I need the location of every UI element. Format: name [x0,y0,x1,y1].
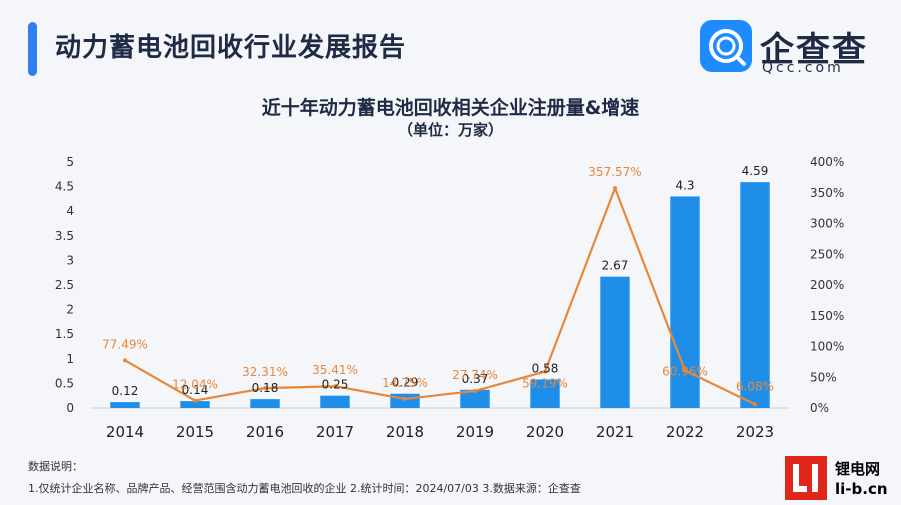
growth-rate-label: 77.49% [102,337,148,351]
watermark-logo-icon [785,456,827,500]
growth-rate-label: 27.74% [452,368,498,382]
growth-rate-label: 12.04% [172,378,218,392]
bar-2019 [460,389,490,408]
qcc-logo-icon [700,20,752,72]
title-accent-bar [28,22,37,76]
growth-rate-label: 60.96% [662,365,708,379]
growth-point-2016 [263,386,267,391]
y-right-tick-label: 150% [810,309,844,323]
x-tick-label: 2016 [246,423,284,441]
y-right-tick-label: 200% [810,278,844,292]
qcc-logo: 企查查 Qcc.com [700,20,880,80]
y-right-tick-label: 100% [810,340,844,354]
chart-subtitle: （单位：万家） [397,121,503,139]
bar-2017 [320,395,350,408]
notes-heading: 数据说明： [28,460,83,473]
x-tick-label: 2019 [456,423,494,441]
watermark-domain: li-b.cn [835,480,888,498]
bar-2023 [740,182,770,408]
growth-point-2018 [403,396,407,401]
y-left-tick-label: 3 [66,253,74,267]
bar-value-label: 0.14 [182,383,209,397]
y-left-tick-label: 2 [66,303,74,317]
bar-2014 [110,402,140,408]
watermark: 锂电网 li-b.cn [785,456,900,504]
logo-domain: Qcc.com [762,60,844,76]
y-right-tick-label: 0% [810,401,829,415]
bar-value-label: 0.18 [252,381,279,395]
y-left-tick-label: 1 [66,352,74,366]
watermark-name: 锂电网 [835,460,881,478]
growth-rate-label: 357.57% [588,165,641,179]
growth-rate-label: 35.41% [312,363,358,377]
growth-point-2015 [193,398,197,403]
x-tick-label: 2021 [596,423,634,441]
bar-2015 [180,401,210,408]
y-right-tick-label: 300% [810,217,844,231]
bar-value-label: 0.25 [322,378,349,392]
y-right-tick-label: 50% [810,370,837,384]
growth-rate-label: 6.08% [736,379,774,393]
x-tick-label: 2015 [176,423,214,441]
y-right-tick-label: 250% [810,247,844,261]
x-tick-label: 2017 [316,423,354,441]
chart-title: 近十年动力蓄电池回收相关企业注册量&增速 [261,97,640,119]
growth-point-2017 [333,384,337,389]
growth-point-2021 [613,186,617,191]
growth-rate-label: 59.19% [522,377,568,391]
bar-value-label: 0.58 [532,361,559,375]
y-left-tick-label: 1.5 [55,327,74,341]
bar-value-label: 0.37 [462,372,489,386]
growth-point-2023 [753,402,757,407]
growth-point-2022 [683,368,687,373]
logo-name: 企查查 [760,30,868,70]
growth-point-2014 [123,358,127,363]
notes-text: 1.仅统计企业名称、品牌产品、经营范围含动力蓄电池回收的企业 2.统计时间：20… [28,482,581,495]
bar-value-label: 4.59 [742,164,769,178]
bar-value-label: 4.3 [675,178,694,192]
y-left-tick-label: 0.5 [55,376,74,390]
growth-point-2020 [543,369,547,374]
bar-value-label: 0.12 [112,384,139,398]
bar-2022 [670,196,700,408]
x-tick-label: 2014 [106,423,144,441]
x-tick-label: 2020 [526,423,564,441]
y-left-tick-label: 4 [66,204,74,218]
y-left-tick-label: 5 [66,155,74,169]
x-tick-label: 2023 [736,423,774,441]
bar-value-label: 0.29 [392,376,419,390]
y-right-tick-label: 350% [810,186,844,200]
growth-rate-label: 14.75% [382,376,428,390]
y-left-tick-label: 2.5 [55,278,74,292]
bar-2021 [600,276,630,408]
y-left-tick-label: 4.5 [55,180,74,194]
x-tick-label: 2022 [666,423,704,441]
x-tick-label: 2018 [386,423,424,441]
growth-rate-line [124,186,756,406]
report-title: 动力蓄电池回收行业发展报告 [55,33,407,63]
growth-rate-label: 32.31% [242,365,288,379]
bar-2020 [530,379,560,408]
bar-2016 [250,399,280,408]
bar-value-label: 2.67 [602,259,629,273]
growth-point-2019 [473,388,477,393]
y-right-tick-label: 400% [810,155,844,169]
y-left-tick-label: 3.5 [55,229,74,243]
y-left-tick-label: 0 [66,401,74,415]
